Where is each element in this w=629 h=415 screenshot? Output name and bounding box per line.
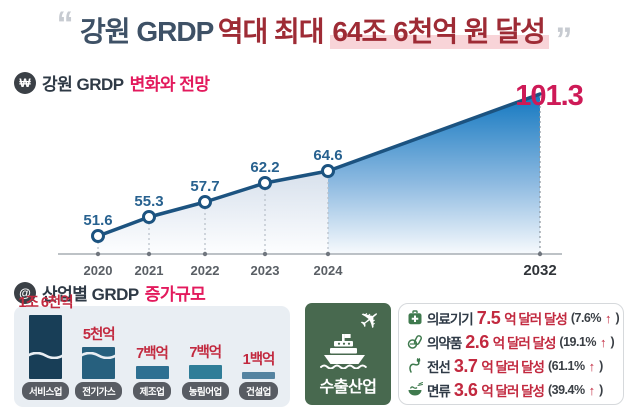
export-item-number: 3.7 (453, 355, 478, 376)
page-title: “ 강원 GRDP 역대 최대 64조 6천억 원 달성 ” (0, 5, 629, 59)
bar-category-pill: 전기가스 (75, 382, 123, 400)
bar-electricity-gas (81, 347, 117, 379)
bar-services (28, 315, 63, 379)
export-item-name: 의료기기 (427, 312, 474, 327)
export-item-suffix: 억 달러 달성 (481, 384, 545, 399)
export-item-paren-close: ) (615, 311, 620, 325)
up-arrow-icon: ↑ (588, 382, 596, 398)
grdp-chart-section-header: ₩ 강원 GRDP 변화와 전망 (14, 70, 210, 95)
export-item-suffix: 억 달러 달성 (481, 360, 545, 375)
grdp-section-title-accent: 변화와 전망 (129, 75, 210, 94)
export-row-noodles: 면류 3.6 억 달러 달성 (39.4% ↑ ) (407, 380, 615, 401)
bar-column-manufacturing: 7백억 제조업 (126, 342, 179, 400)
spiral-target-icon: @ (14, 281, 36, 304)
bar-category-pill: 서비스업 (22, 382, 69, 400)
year-label-2020: 2020 (84, 263, 113, 278)
open-quote-icon: “ (56, 5, 74, 43)
export-item-change: (39.4% (547, 383, 585, 397)
pill-icon (407, 335, 422, 349)
export-row-pharmaceuticals: 의약품 2.6 억 달러 달성 (19.1% ↑ ) (407, 332, 615, 353)
up-arrow-icon: ↑ (600, 334, 607, 350)
export-item-number: 2.6 (465, 331, 489, 352)
up-arrow-icon: ↑ (604, 310, 612, 326)
export-item-name: 면류 (427, 384, 451, 399)
bar-column-services: 1조 6천억 서비스업 (18, 291, 74, 400)
year-label-2022: 2022 (191, 263, 220, 278)
export-item-change: (61.1% (547, 359, 585, 373)
industry-chart-section-header: @ 산업별 GRDP 증가규모 (14, 280, 206, 305)
cargo-ship-icon (320, 334, 367, 369)
won-coin-icon: ₩ (14, 71, 36, 94)
value-label-2024: 64.6 (313, 147, 342, 164)
export-item-suffix: 억 달러 달성 (492, 336, 557, 351)
export-stats-card: 의료기기 7.5 억 달러 달성 (7.6% ↑ ) 의약품 2.6 억 달러 … (398, 303, 624, 405)
bar-category-pill: 농림어업 (181, 382, 229, 400)
axis-break-wave-icon (28, 352, 63, 359)
export-item-number: 7.5 (476, 307, 501, 328)
year-label-2024: 2024 (314, 263, 344, 278)
value-label-2022: 57.7 (190, 178, 219, 195)
export-item-number: 3.6 (453, 379, 478, 400)
bar-value-label: 5천억 (82, 327, 116, 343)
bar-agriculture-fishery (188, 365, 222, 379)
bar-manufacturing (135, 366, 169, 379)
cable-icon (409, 358, 421, 373)
bar-value-label: 1조 6천억 (18, 295, 73, 311)
droplines (97, 96, 541, 252)
value-label-2021: 55.3 (134, 193, 163, 210)
value-label-2023: 62.2 (250, 159, 279, 176)
bar-value-label: 7백억 (189, 345, 222, 361)
value-label-2020: 51.6 (83, 212, 112, 229)
bar-value-label: 7백억 (136, 346, 169, 362)
export-row-electric-cables: 전선 3.7 억 달러 달성 (61.1% ↑ ) (407, 356, 615, 377)
bar-category-pill: 건설업 (239, 382, 278, 400)
export-item-change: (7.6% (570, 311, 602, 325)
bar-value-label: 1백억 (242, 352, 276, 368)
axis-tick-dots (95, 251, 543, 257)
axis-break-wave-icon (81, 352, 117, 359)
forecast-area-fill (328, 94, 540, 254)
value-label-2032-peak: 101.3 (515, 80, 583, 112)
title-prefix: 강원 GRDP (80, 16, 214, 47)
bar-column-electricity-gas: 5천억 전기가스 (72, 323, 125, 400)
title-middle: 역대 최대 (217, 16, 331, 47)
title-highlight: 64조 6천억 원 달성 (330, 16, 549, 49)
medical-kit-icon (408, 310, 422, 325)
noodle-bowl-icon (408, 382, 423, 396)
grdp-area-chart-svg: 51.6 55.3 57.7 62.2 64.6 101.3 2020 2021… (58, 80, 585, 279)
ship-and-plane-icon: ✈ (315, 303, 387, 369)
year-label-2032: 2032 (523, 262, 556, 279)
year-label-2023: 2023 (251, 263, 280, 278)
close-quote-icon: ” (555, 21, 573, 59)
industry-bar-chart-panel: 1조 6천억 서비스업 5천억 전기가스 7백억 제조업 7백억 농림어업 1백… (14, 295, 290, 407)
industry-section-title-accent: 증가규모 (144, 285, 206, 304)
bar-column-agriculture-fishery: 7백억 농림어업 (179, 341, 232, 400)
export-item-change: (19.1% (559, 335, 597, 349)
grdp-section-title: 강원 GRDP (42, 75, 124, 94)
export-card-label: 수출산업 (319, 379, 377, 396)
export-industry-card: ✈ 수출산업 (305, 303, 391, 405)
export-item-paren-close: ) (599, 359, 603, 373)
export-item-suffix: 억 달러 달성 (504, 312, 568, 327)
trend-line (96, 92, 542, 238)
grdp-area-chart: 51.6 55.3 57.7 62.2 64.6 101.3 2020 2021… (0, 78, 629, 283)
bar-column-construction: 1백억 건설업 (232, 348, 285, 400)
export-item-paren-close: ) (610, 335, 615, 349)
bar-category-pill: 제조업 (132, 382, 172, 400)
industry-section-title: 산업별 GRDP (42, 285, 139, 304)
year-label-2021: 2021 (135, 263, 164, 278)
up-arrow-icon: ↑ (588, 358, 596, 374)
export-item-name: 전선 (427, 360, 451, 375)
export-item-name: 의약품 (427, 336, 462, 351)
history-area-fill (98, 171, 328, 254)
data-point-markers (91, 164, 335, 243)
export-item-paren-close: ) (599, 383, 603, 397)
export-row-medical-devices: 의료기기 7.5 억 달러 달성 (7.6% ↑ ) (407, 307, 620, 329)
bar-construction (242, 372, 275, 379)
